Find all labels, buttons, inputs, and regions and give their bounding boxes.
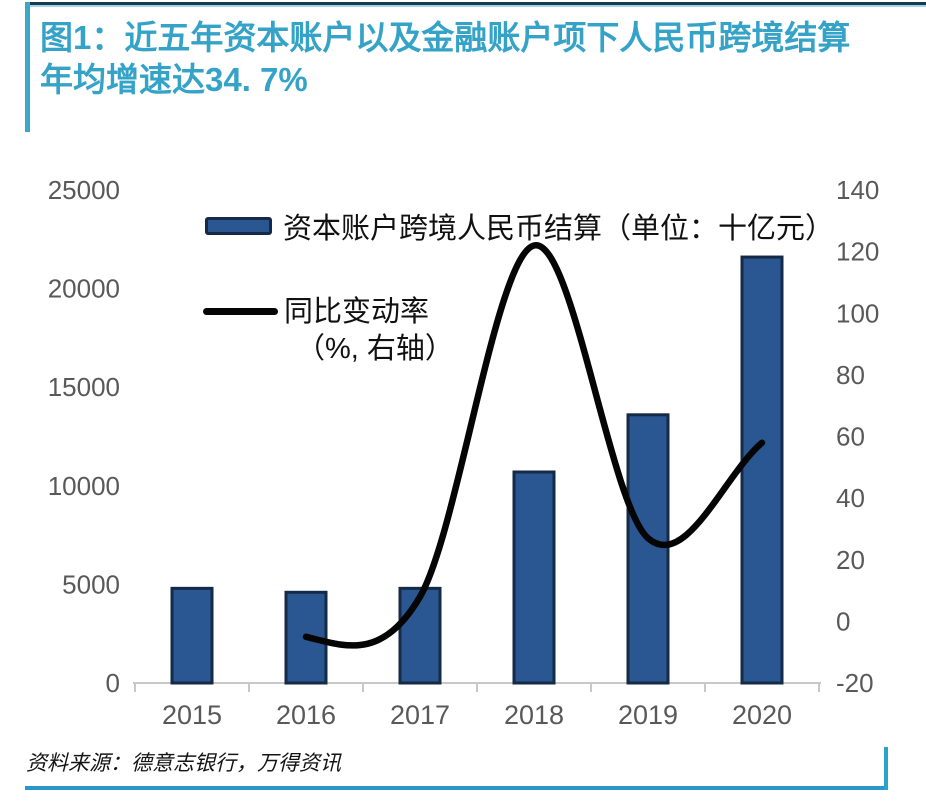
left-axis-tick-label: 0 bbox=[106, 668, 120, 698]
right-axis-tick-label: 80 bbox=[836, 360, 865, 390]
legend-item-bar: 资本账户跨境人民币结算（单位：十亿元） bbox=[205, 205, 834, 247]
x-axis-category-label: 2017 bbox=[390, 700, 450, 730]
left-axis-tick-label: 10000 bbox=[48, 471, 120, 501]
card-bottom-border bbox=[25, 786, 888, 790]
legend-bar-swatch bbox=[205, 217, 272, 235]
left-axis-tick-label: 20000 bbox=[48, 274, 120, 304]
right-axis-tick-label: 60 bbox=[836, 422, 865, 452]
x-axis-category-label: 2018 bbox=[504, 700, 564, 730]
yoy-change-line bbox=[302, 242, 766, 649]
left-axis-tick-label: 15000 bbox=[48, 372, 120, 402]
right-axis-tick-label: 40 bbox=[836, 483, 865, 513]
card-top-border-highlight bbox=[25, 5, 926, 7]
bar-2015 bbox=[170, 586, 214, 685]
legend-line-sublabel: （%, 右轴） bbox=[296, 333, 454, 365]
chart-plot: 0 5000 10000 15000 20000 25000 -20 0 20 40 60 80 100… bbox=[48, 175, 880, 730]
figure-title: 图1：近五年资本账户以及金融账户项下人民币跨境结算 年均增速达34. 7% bbox=[40, 17, 910, 101]
figure-title-line2: 年均增速达34. 7% bbox=[40, 61, 308, 98]
right-axis-tick-label: 140 bbox=[836, 175, 879, 205]
x-axis-category-label: 2019 bbox=[618, 700, 678, 730]
bar-2018 bbox=[512, 470, 556, 685]
left-axis-tick-label: 25000 bbox=[48, 175, 120, 205]
figure-title-line1: 图1：近五年资本账户以及金融账户项下人民币跨境结算 bbox=[40, 19, 851, 56]
bar-2019 bbox=[626, 413, 670, 685]
right-axis-tick-label: 20 bbox=[836, 545, 865, 575]
left-axis-tick-label: 5000 bbox=[62, 569, 120, 599]
x-axis-category-label: 2015 bbox=[162, 700, 222, 730]
bar-2017 bbox=[398, 586, 442, 685]
legend-bar-label: 资本账户跨境人民币结算（单位：十亿元） bbox=[283, 213, 835, 245]
card-bottom-right-border bbox=[884, 747, 888, 790]
card-top-border bbox=[25, 2, 926, 5]
right-axis-tick-label: -20 bbox=[836, 668, 874, 698]
source-note: 资料来源：德意志银行，万得资讯 bbox=[26, 751, 341, 775]
right-axis-tick-label: 120 bbox=[836, 237, 879, 267]
legend-item-line: 同比变动率 （%, 右轴） bbox=[203, 296, 454, 365]
bar-2020 bbox=[740, 255, 784, 685]
x-axis-category-label: 2016 bbox=[276, 700, 336, 730]
x-axis-category-label: 2020 bbox=[732, 700, 792, 730]
legend-line-label: 同比变动率 bbox=[284, 296, 430, 328]
right-axis-tick-label: 0 bbox=[836, 606, 850, 636]
card-left-border bbox=[25, 2, 30, 132]
right-axis-tick-label: 100 bbox=[836, 298, 879, 328]
legend-line-swatch bbox=[203, 308, 278, 315]
